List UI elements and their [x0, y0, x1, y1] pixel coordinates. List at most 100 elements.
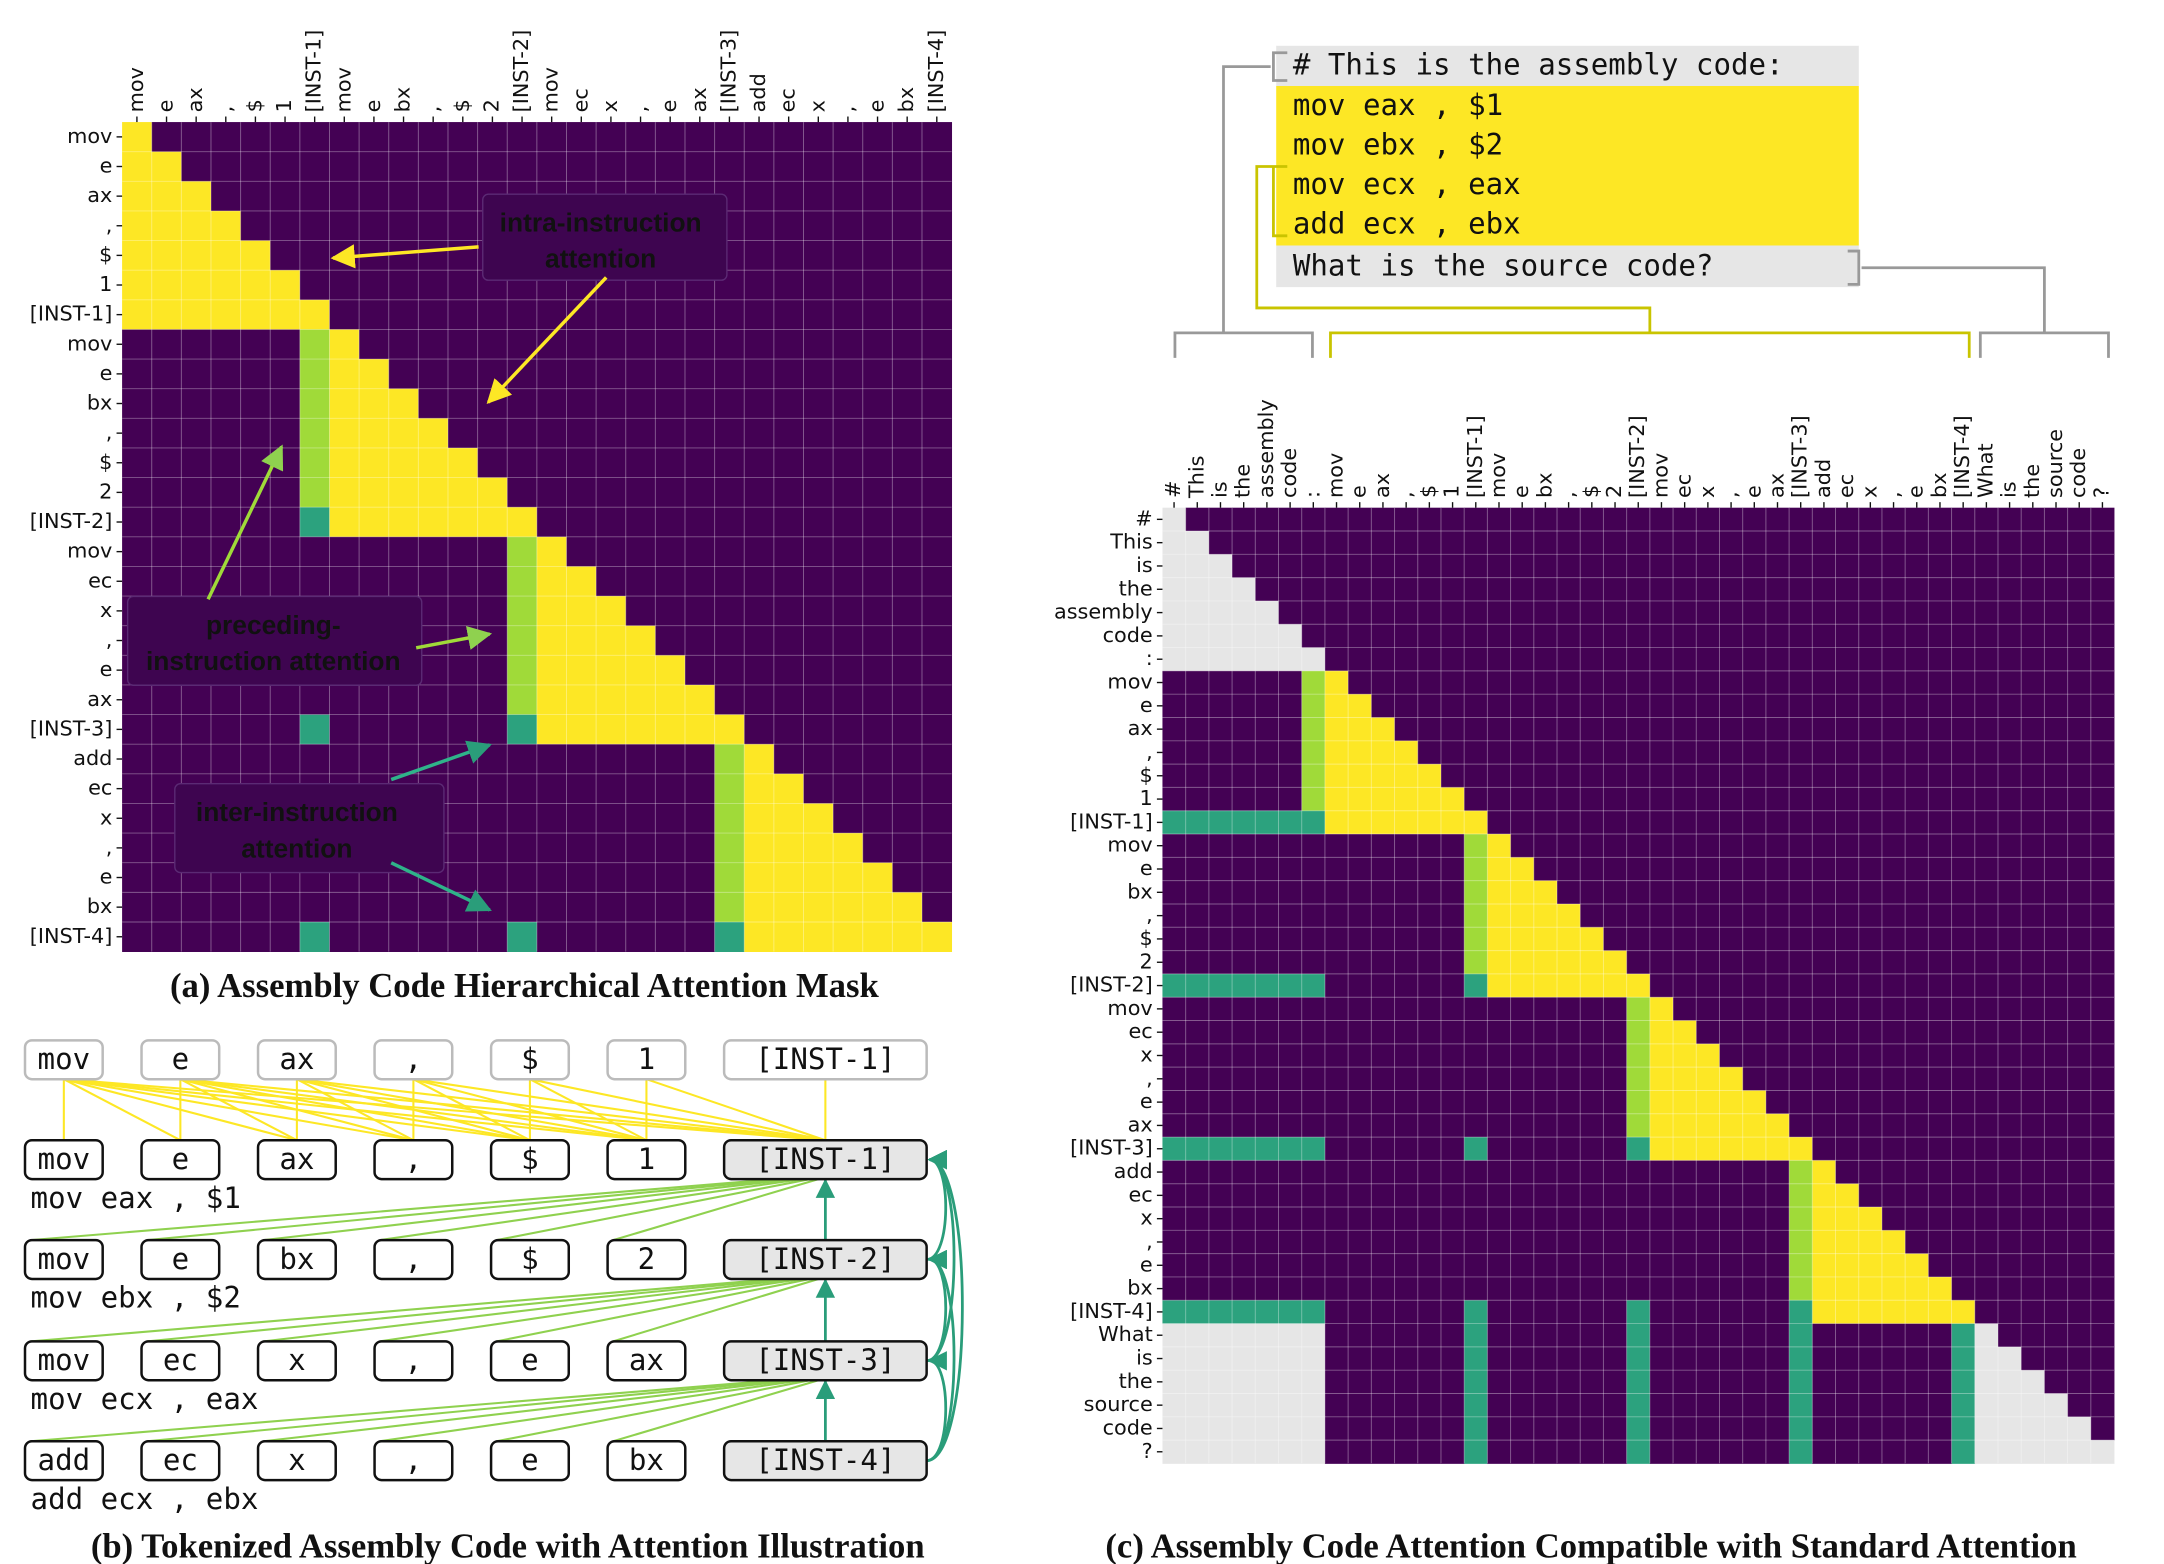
mask-c-cell	[2021, 647, 2045, 672]
mask-c-cell	[2090, 554, 2115, 579]
mask-c-cell	[1812, 1183, 1836, 1208]
mask-c-row-label: 2	[1140, 949, 1153, 973]
mask-a-cell	[270, 566, 301, 597]
mask-c-cell	[1487, 1416, 1512, 1441]
mask-c-cell	[1905, 1370, 1929, 1394]
mask-a-cell	[744, 151, 775, 182]
mask-c-cell	[1557, 1323, 1581, 1348]
mask-a-cell	[744, 536, 775, 567]
mask-c-row-label: x	[1140, 1206, 1152, 1230]
mask-c-cell	[1301, 997, 1326, 1021]
mask-c-cell	[1835, 1416, 1860, 1441]
mask-c-cell	[1812, 1137, 1836, 1161]
mask-c-row-label: bx	[1127, 1276, 1153, 1300]
mask-c-cell	[1301, 1113, 1326, 1138]
mask-c-cell	[1835, 1020, 1860, 1045]
mask-c-cell	[1487, 1043, 1512, 1068]
mask-c-cell	[1951, 1323, 1976, 1348]
mask-a-cell	[566, 744, 597, 775]
mask-c-cell	[1348, 531, 1372, 555]
mask-c-cell	[1951, 927, 1976, 952]
mask-c-cell	[1324, 1160, 1349, 1185]
mask-a-cell	[299, 418, 330, 449]
mask-a-cell	[447, 477, 479, 508]
mask-c-cell	[1881, 1323, 1906, 1348]
mask-c-cell	[2044, 973, 2069, 998]
mask-c-cell	[1881, 577, 1906, 602]
mask-c-cell	[1533, 740, 1558, 765]
mask-c-cell	[1464, 1137, 1488, 1161]
mask-c-cell	[1557, 717, 1581, 742]
mask-c-cell	[1673, 717, 1697, 742]
mask-c-cell	[1510, 880, 1535, 905]
mask-c-cell	[1371, 600, 1395, 625]
mask-c-cell	[2044, 1276, 2069, 1301]
token-box	[23, 1439, 104, 1482]
mask-a-cell	[359, 684, 390, 715]
mask-c-cell	[2067, 1440, 2092, 1464]
mask-c-cell	[1255, 1300, 1279, 1324]
mask-a-cell	[329, 566, 360, 597]
mask-c-cell	[1464, 1183, 1488, 1208]
mask-c-col-label: [INST-2]	[1625, 415, 1649, 498]
mask-c-cell	[1974, 927, 1999, 952]
mask-c-cell	[1603, 647, 1628, 672]
mask-c-cell	[1580, 1043, 1604, 1068]
mask-c-cell	[1394, 927, 1419, 952]
mask-a-cell	[744, 329, 775, 360]
mask-a-cell	[507, 418, 538, 449]
mask-c-cell	[1603, 600, 1628, 625]
mask-c-cell	[1533, 764, 1558, 788]
mask-a-cell	[625, 388, 656, 419]
token-text: ,	[405, 1443, 423, 1477]
mask-c-cell	[1533, 1090, 1558, 1115]
mask-c-cell	[1696, 810, 1720, 835]
mask-a-cell	[240, 684, 271, 715]
mask-a-cell	[921, 744, 953, 775]
mask-c-cell	[1255, 1113, 1279, 1138]
mask-c-cell	[1510, 1253, 1535, 1278]
mask-c-cell	[1673, 810, 1697, 835]
mask-c-cell	[1742, 647, 1767, 672]
mask-c-cell	[1951, 1183, 1976, 1208]
mask-c-cell	[2067, 740, 2092, 765]
token-box	[489, 1039, 571, 1081]
token-text: [INST-1]	[755, 1142, 895, 1176]
mask-a-cell	[329, 714, 360, 745]
mask-a-cell	[299, 388, 330, 419]
mask-a-cell	[418, 418, 449, 449]
mask-a-cell	[921, 625, 953, 656]
mask-c-cell	[1533, 903, 1558, 928]
mask-a-cell	[151, 210, 182, 241]
mask-c-cell	[1974, 997, 1999, 1021]
mask-c-cell	[1162, 600, 1187, 625]
mask-a-cell	[625, 566, 656, 597]
mask-c-cell	[1394, 1090, 1419, 1115]
mask-c-cell	[1278, 1160, 1303, 1185]
mask-c-cell	[1394, 600, 1419, 625]
mask-c-cell	[1533, 717, 1558, 742]
mask-c-col-label: #	[1161, 481, 1185, 498]
mask-c-cell	[1324, 1020, 1349, 1045]
mask-c-cell	[1440, 670, 1465, 695]
mask-a-cell	[122, 536, 153, 567]
mask-c-cell	[1301, 834, 1326, 858]
mask-c-cell	[1208, 973, 1233, 998]
mask-c-cell	[1812, 1370, 1836, 1394]
mask-a-cell	[714, 892, 745, 923]
mask-c-cell	[1742, 600, 1767, 625]
mask-c-cell	[1371, 717, 1395, 742]
mask-c-cell	[2021, 787, 2045, 812]
mask-c-row-label: $	[1140, 926, 1153, 950]
mask-c-cell	[1464, 670, 1488, 695]
mask-c-cell	[1185, 787, 1210, 812]
mask-a-cell	[892, 299, 923, 330]
mask-c-cell	[1255, 1276, 1279, 1301]
mask-c-cell	[1371, 927, 1395, 952]
mask-a-cell	[596, 892, 627, 923]
token-box	[606, 1138, 687, 1181]
mask-a-cell	[299, 477, 330, 508]
mask-a-cell	[299, 684, 330, 715]
mask-c-cell	[1673, 857, 1697, 882]
mask-c-cell	[1464, 787, 1488, 812]
